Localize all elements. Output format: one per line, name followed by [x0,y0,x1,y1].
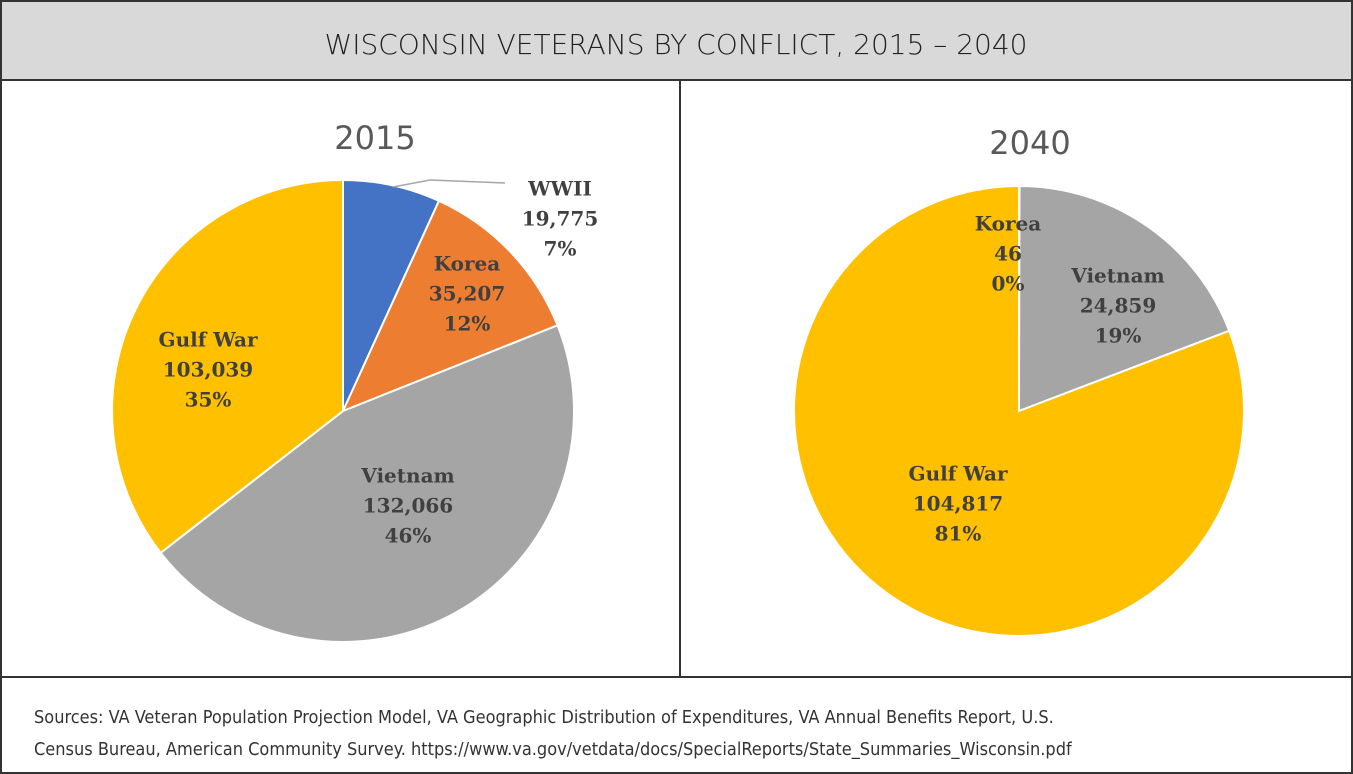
slice-value: 104,817 [913,492,1003,516]
slice-category: WWII [527,177,592,201]
slice-value: 35,207 [429,282,506,306]
slice-category: Gulf War [158,328,257,352]
header [0,0,1353,81]
title: WISCONSIN VETERANS BY CONFLICT, 2015 – 2… [325,28,1028,61]
slice-percent: 19% [1095,324,1142,348]
pie-slice [341,199,559,413]
slice-category: Gulf War [908,462,1007,486]
slice-value: 24,859 [1080,294,1157,318]
slice-category: Korea [434,252,501,276]
source-line: Census Bureau, American Community Survey… [34,739,1073,760]
slice-category: Korea [975,212,1042,236]
slice-value: 103,039 [163,358,253,382]
pie-slice [793,184,1245,637]
slice-value: 19,775 [522,207,599,231]
pie-slice [111,178,344,555]
pie-slice [1017,184,1231,413]
slice-percent: 0% [992,272,1025,296]
pie-title: 2040 [989,124,1070,162]
slice-percent: 35% [185,388,232,412]
pie-slice [159,324,575,643]
slice-category: Vietnam [1070,264,1164,288]
slice-value: 46 [994,242,1022,266]
leader-line [392,179,506,188]
source-line: Sources: VA Veteran Population Projectio… [34,707,1054,728]
slice-percent: 12% [444,312,491,336]
slice-percent: 46% [385,524,432,548]
pie-title: 2015 [334,119,415,157]
slice-value: 132,066 [363,494,453,518]
slice-percent: 81% [935,522,982,546]
slice-percent: 7% [544,237,577,261]
slice-category: Vietnam [360,464,454,488]
